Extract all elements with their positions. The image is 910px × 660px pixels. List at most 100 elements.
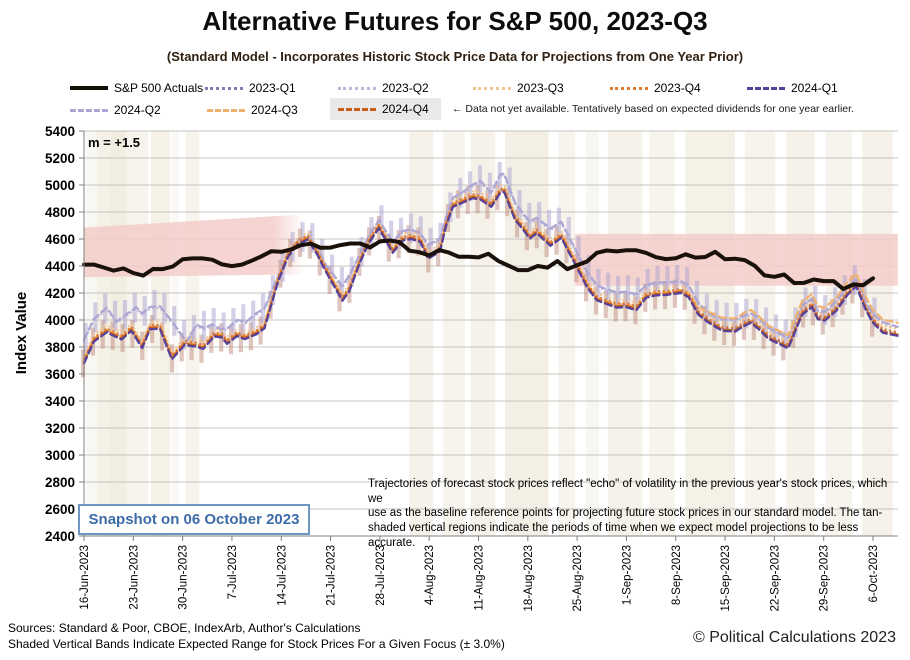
legend-label: 2023-Q1: [249, 81, 296, 95]
error-bar-tan: [317, 247, 322, 276]
y-tick-label: 3800: [45, 340, 75, 355]
error-bar-lavender: [606, 272, 611, 303]
error-bar-lavender: [596, 268, 601, 299]
error-bar-lavender: [113, 300, 118, 331]
error-bar-lavender: [201, 310, 206, 341]
y-tick-label: 3200: [45, 421, 75, 436]
error-bar-tan: [455, 190, 460, 219]
x-tick-label: 4-Aug-2023: [424, 545, 436, 605]
legend-label: 2023-Q2: [382, 81, 429, 95]
error-bar-lavender: [763, 307, 769, 338]
x-tick-label: 21-Jul-2023: [326, 545, 338, 606]
error-bar-lavender: [566, 216, 571, 247]
error-bar-lavender: [310, 223, 315, 253]
y-tick-label: 5200: [45, 151, 75, 166]
error-bar-lavender: [221, 312, 226, 343]
legend-swatch-2024-q4: [338, 107, 376, 111]
error-bar-tan: [228, 326, 234, 355]
x-tick-label: 22-Sep-2023: [769, 545, 781, 612]
error-bar-lavender: [339, 267, 344, 297]
error-bar-lavender: [408, 213, 414, 244]
error-bar-lavender: [685, 267, 690, 297]
error-bar-lavender: [546, 209, 552, 240]
error-bar-tan: [248, 322, 253, 351]
y-tick-label: 4800: [45, 205, 75, 220]
error-bar-lavender: [635, 277, 640, 308]
page-subtitle: (Standard Model - Incorporates Historic …: [166, 49, 744, 64]
error-bar-lavender: [625, 275, 630, 306]
x-tick-label: 18-Aug-2023: [523, 545, 535, 612]
y-tick-label: 4200: [45, 286, 75, 301]
legend-item-2024-q3: 2024-Q3: [207, 102, 298, 118]
accuracy-stripe: [825, 131, 853, 536]
error-bar-lavender: [172, 306, 177, 336]
error-bar-lavender: [872, 297, 877, 328]
error-bar-lavender: [527, 202, 532, 233]
x-tick-label: 30-Jun-2023: [178, 545, 190, 610]
methodology-note-line: use as the baseline reference points for…: [368, 507, 883, 520]
error-bar-lavender: [517, 190, 522, 220]
error-bar-lavender: [320, 238, 325, 269]
methodology-note-line: shaded vertical regions indicate the per…: [368, 522, 859, 549]
accuracy-stripe: [685, 131, 735, 536]
x-tick-label: 6-Oct-2023: [868, 545, 880, 603]
accuracy-stripe: [558, 131, 576, 536]
error-bar-lavender: [241, 304, 246, 334]
accuracy-stripe: [586, 131, 599, 536]
accuracy-stripe: [607, 131, 643, 536]
error-bar-lavender: [379, 205, 384, 235]
legend-item-2023-q4: 2023-Q4: [610, 80, 701, 96]
legend-item-2024-q1: 2024-Q1: [747, 80, 838, 96]
error-bar-lavender: [862, 279, 867, 309]
x-tick-label: 23-Jun-2023: [128, 545, 140, 610]
error-bar-lavender: [162, 293, 167, 324]
actuals-line: [82, 238, 875, 292]
error-bar-lavender: [675, 265, 680, 295]
x-tick-label: 14-Jul-2023: [276, 545, 288, 606]
y-tick-label: 2800: [45, 475, 75, 490]
legend-label: 2024-Q2: [114, 103, 161, 117]
legend-swatch-2024-q3: [207, 108, 245, 112]
error-bar-lavender: [665, 266, 670, 296]
error-bar-lavender: [389, 220, 394, 251]
copyright: © Political Calculations 2023: [692, 629, 896, 646]
error-bar-lavender: [330, 254, 335, 285]
projection-line-2023-q3: [82, 183, 899, 358]
legend-item-2024-q2: 2024-Q2: [70, 102, 161, 118]
projection-line-2023-q4: [82, 186, 899, 361]
x-tick-label: 15-Sep-2023: [720, 545, 732, 612]
x-tick-label: 11-Aug-2023: [474, 545, 486, 611]
error-bar-tan: [426, 244, 431, 273]
legend-item-actuals: S&P 500 Actuals: [70, 80, 203, 96]
x-tick-label: 29-Sep-2023: [819, 545, 831, 612]
legend-swatch-2024-q1: [747, 86, 785, 90]
methodology-note: Trajectories of forecast stock prices re…: [368, 477, 902, 551]
error-bar-lavender: [586, 255, 591, 285]
error-bar-lavender: [645, 268, 650, 299]
error-bar-lavender: [251, 300, 256, 331]
y-tick-label: 5000: [45, 178, 75, 193]
error-bar-tan: [475, 185, 480, 214]
x-tick-label: 8-Sep-2023: [671, 545, 683, 605]
error-bar-lavender: [487, 172, 492, 203]
sources-line: Sources: Standard & Poor, CBOE, IndexArb…: [8, 621, 361, 635]
axis-layer: 2400 2600 2800 3000 3200 3400 3600 3800 4000 4200…: [13, 124, 898, 612]
legend-label: 2023-Q4: [654, 81, 701, 95]
legend-item-2023-q1: 2023-Q1: [205, 80, 296, 96]
x-tick-label: 25-Aug-2023: [572, 545, 584, 612]
legend-swatch-2023-q1: [205, 86, 243, 90]
methodology-note-line: Trajectories of forecast stock prices re…: [368, 478, 888, 505]
legend-label: 2024-Q4: [382, 102, 429, 116]
error-bar-tan: [465, 186, 470, 215]
accuracy-stripe: [443, 131, 465, 536]
error-bar-lavender: [744, 298, 749, 329]
error-bar-lavender: [714, 299, 719, 330]
y-tick-label: 2600: [45, 502, 75, 517]
x-tick-label: 7-Jul-2023: [227, 545, 239, 599]
error-bar-lavender: [616, 275, 621, 306]
legend-swatch-2023-q4: [610, 86, 648, 90]
error-bar-tan: [534, 220, 539, 249]
y-axis-title: Index Value: [13, 292, 30, 375]
